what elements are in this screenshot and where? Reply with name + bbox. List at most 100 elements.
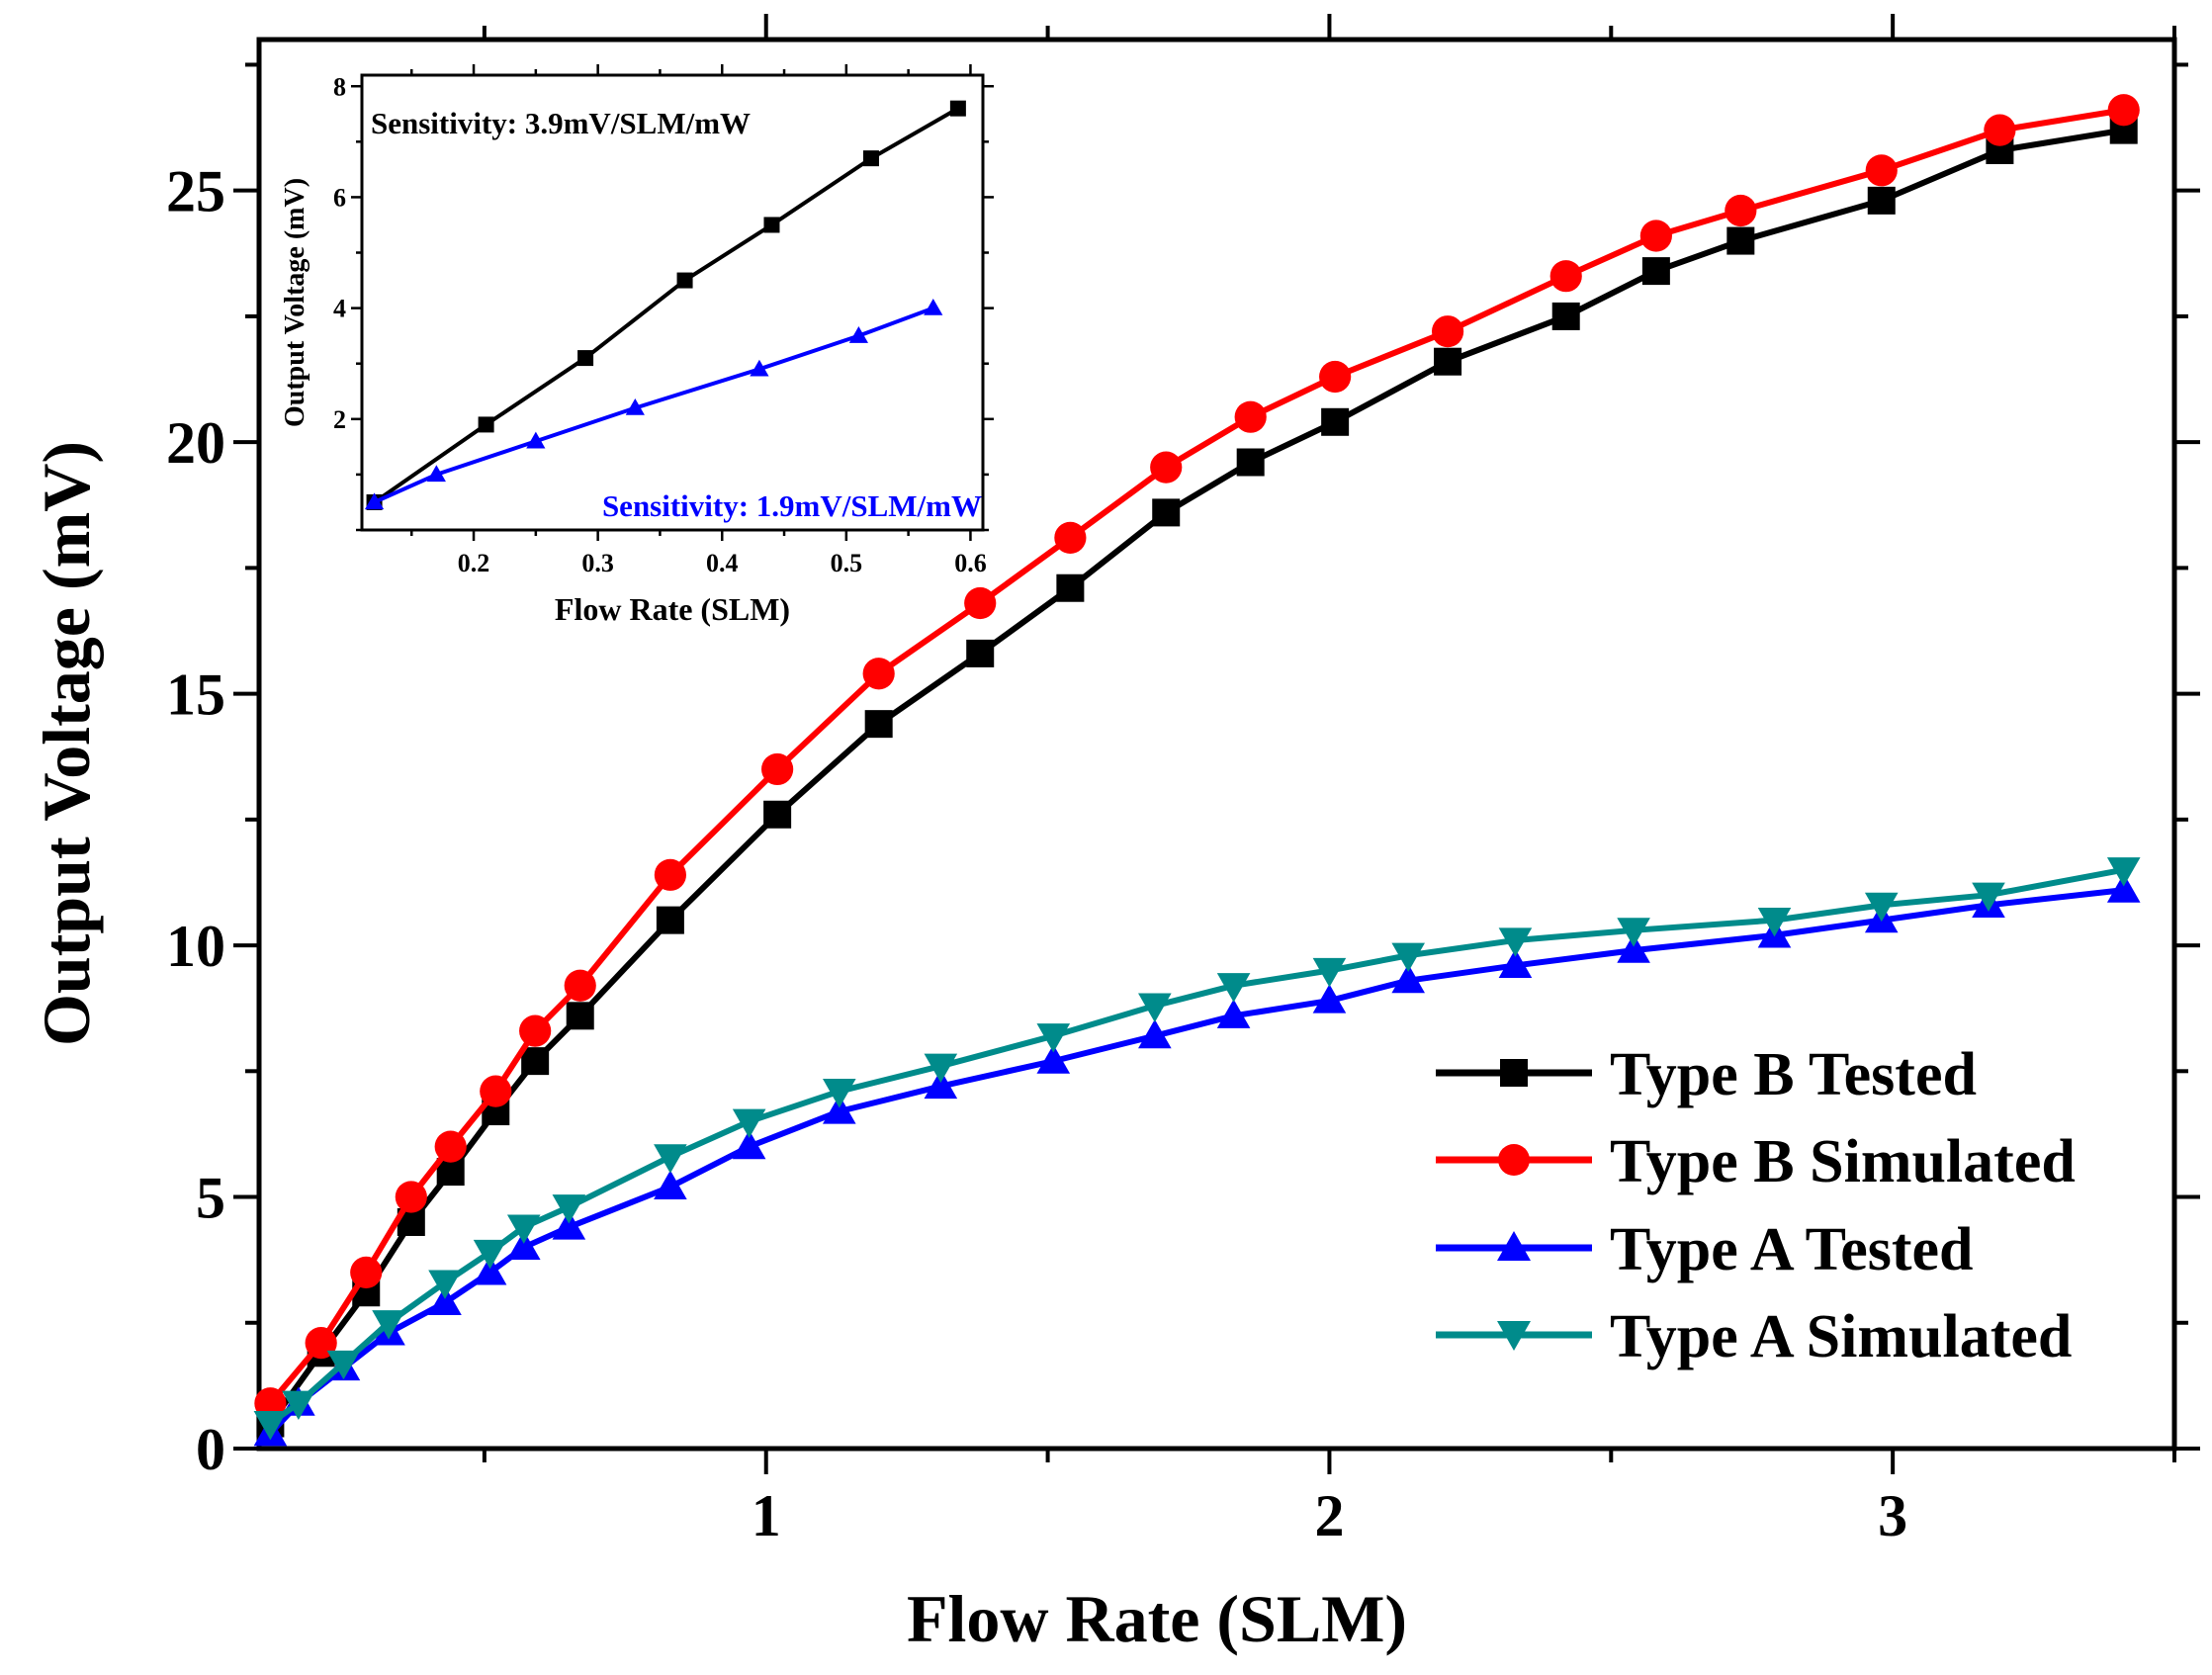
inset-data-point-type-a-tested (426, 465, 446, 483)
main-data-point-type-b-tested (1321, 407, 1350, 436)
main-data-point-type-b-simulated (395, 1181, 427, 1213)
main-data-point-type-b-simulated (1234, 400, 1267, 433)
inset-data-point-type-a-tested (526, 431, 546, 449)
main-x-tick-label: 1 (752, 1483, 781, 1548)
main-data-point-type-b-tested (966, 639, 995, 667)
inset-data-point-type-b-tested (862, 150, 879, 167)
main-data-point-type-b-simulated (761, 752, 794, 786)
main-data-point-type-b-simulated (1054, 521, 1087, 554)
main-y-tick-label: 0 (196, 1417, 225, 1482)
main-data-point-type-a-tested (1138, 1018, 1172, 1049)
main-series-type-a-simulated (253, 857, 2141, 1441)
inset-annotation-type-a-sensitivity: Sensitivity: 1.9mV/SLM/mW (602, 488, 982, 523)
main-data-point-type-a-tested (1312, 984, 1347, 1014)
inset-series-group (364, 100, 966, 510)
inset-data-point-type-b-tested (949, 100, 966, 117)
main-data-point-type-b-simulated (350, 1256, 383, 1288)
main-data-point-type-a-simulated (1617, 918, 1650, 947)
main-y-tick-label: 15 (166, 662, 225, 728)
legend-marker-square (1500, 1059, 1528, 1087)
main-data-point-type-b-simulated (1150, 451, 1183, 484)
main-data-point-type-a-tested (1498, 948, 1533, 979)
inset-x-tick-label: 0.3 (581, 549, 614, 577)
main-data-point-type-b-tested (521, 1047, 550, 1076)
legend-item-type-b-simulated: Type B Simulated (1436, 1128, 2076, 1195)
main-data-point-type-b-simulated (654, 858, 686, 891)
main-data-point-type-a-tested (654, 1170, 687, 1199)
inset-x-tick-label: 0.2 (458, 549, 490, 577)
inset-series-type-a-tested (364, 299, 943, 510)
main-data-point-type-b-tested (1056, 573, 1085, 602)
inset-y-tick-label: 2 (333, 405, 346, 434)
main-data-point-type-a-tested (1216, 999, 1251, 1028)
legend-item-type-a-tested: Type A Tested (1436, 1216, 1974, 1283)
legend: Type B Tested Type B Simulated Type A Te… (1436, 1041, 2076, 1370)
inset-data-point-type-a-tested (924, 299, 943, 315)
main-y-tick-label: 25 (166, 159, 225, 224)
main-data-point-type-a-tested (732, 1129, 766, 1160)
main-data-point-type-b-simulated (1984, 114, 2016, 146)
main-data-point-type-b-tested (1236, 448, 1265, 477)
inset-x-tick-label: 0.5 (831, 549, 863, 577)
legend-marker-triangle-down (1497, 1321, 1531, 1351)
legend-label-type-a-simulated: Type A Simulated (1610, 1303, 2072, 1370)
inset-y-axis-title: Output Voltage (mV) (280, 178, 310, 427)
inset-data-point-type-b-tested (478, 416, 494, 433)
main-data-point-type-a-simulated (506, 1214, 541, 1244)
main-data-point-type-a-simulated (282, 1390, 315, 1420)
main-data-point-type-a-tested (552, 1210, 586, 1240)
main-data-point-type-a-simulated (253, 1410, 288, 1441)
main-data-point-type-a-simulated (1757, 908, 1792, 937)
inset-axis-ticks: 0.2 0.3 0.4 0.5 0.6 2 4 6 8 (333, 64, 994, 577)
main-data-point-type-b-simulated (519, 1014, 552, 1047)
main-data-point-type-b-tested (1726, 226, 1755, 255)
legend-label-type-a-tested: Type A Tested (1610, 1216, 1974, 1283)
main-data-point-type-a-simulated (1498, 927, 1533, 957)
main-data-point-type-b-simulated (1319, 360, 1352, 394)
main-y-tick-label: 5 (196, 1166, 225, 1231)
inset-data-point-type-b-tested (763, 217, 780, 233)
legend-label-type-b-simulated: Type B Simulated (1610, 1128, 2076, 1195)
main-data-point-type-a-tested (428, 1285, 462, 1316)
main-data-point-type-a-simulated (428, 1270, 462, 1299)
inset-annotation-type-b-sensitivity: Sensitivity: 3.9mV/SLM/mW (371, 106, 751, 140)
legend-item-type-b-tested: Type B Tested (1436, 1041, 1977, 1108)
main-plot-frame (256, 37, 2177, 1452)
main-data-point-type-b-tested (1152, 498, 1181, 527)
inset-data-point-type-a-tested (625, 397, 645, 415)
main-data-point-type-a-simulated (2106, 857, 2141, 887)
inset-plot-frame (360, 73, 985, 532)
main-data-point-type-b-simulated (564, 969, 596, 1002)
inset-y-tick-label: 6 (333, 184, 346, 213)
main-data-point-type-a-simulated (1972, 882, 2005, 912)
main-data-point-type-a-simulated (1138, 993, 1172, 1022)
main-data-point-type-b-simulated (434, 1130, 467, 1163)
inset-chart: 0.2 0.3 0.4 0.5 0.6 2 4 6 8 Sensitivity: 3.9mV/S… (280, 64, 994, 627)
main-data-point-type-a-tested (506, 1230, 541, 1261)
main-data-point-type-b-simulated (1549, 260, 1582, 293)
main-chart: 1 2 3 0 5 10 15 20 25 Flow Rate (SLM) Output Vol… (29, 14, 2200, 1656)
inset-x-tick-label: 0.4 (706, 549, 739, 577)
main-data-point-type-b-tested (656, 906, 684, 934)
main-data-point-type-a-simulated (552, 1194, 586, 1224)
main-data-point-type-a-simulated (1864, 892, 1899, 923)
main-y-tick-label: 10 (166, 914, 225, 979)
main-data-point-type-a-tested (1617, 933, 1650, 963)
main-data-point-type-a-simulated (924, 1053, 958, 1084)
main-data-point-type-b-tested (1551, 302, 1580, 330)
main-data-point-type-b-simulated (1865, 154, 1898, 187)
main-data-point-type-a-tested (924, 1069, 958, 1100)
main-data-point-type-a-tested (822, 1095, 856, 1124)
inset-data-point-type-a-tested (848, 326, 868, 343)
main-data-point-type-a-tested (473, 1256, 507, 1285)
main-data-point-type-a-simulated (473, 1239, 507, 1270)
legend-label-type-b-tested: Type B Tested (1610, 1041, 1977, 1108)
main-data-point-type-a-simulated (1312, 957, 1347, 988)
main-data-point-type-b-simulated (1431, 315, 1464, 348)
main-y-tick-label: 20 (166, 410, 225, 476)
main-data-point-type-a-tested (1391, 963, 1425, 994)
inset-data-point-type-a-tested (750, 359, 769, 377)
main-data-point-type-a-simulated (732, 1108, 766, 1138)
